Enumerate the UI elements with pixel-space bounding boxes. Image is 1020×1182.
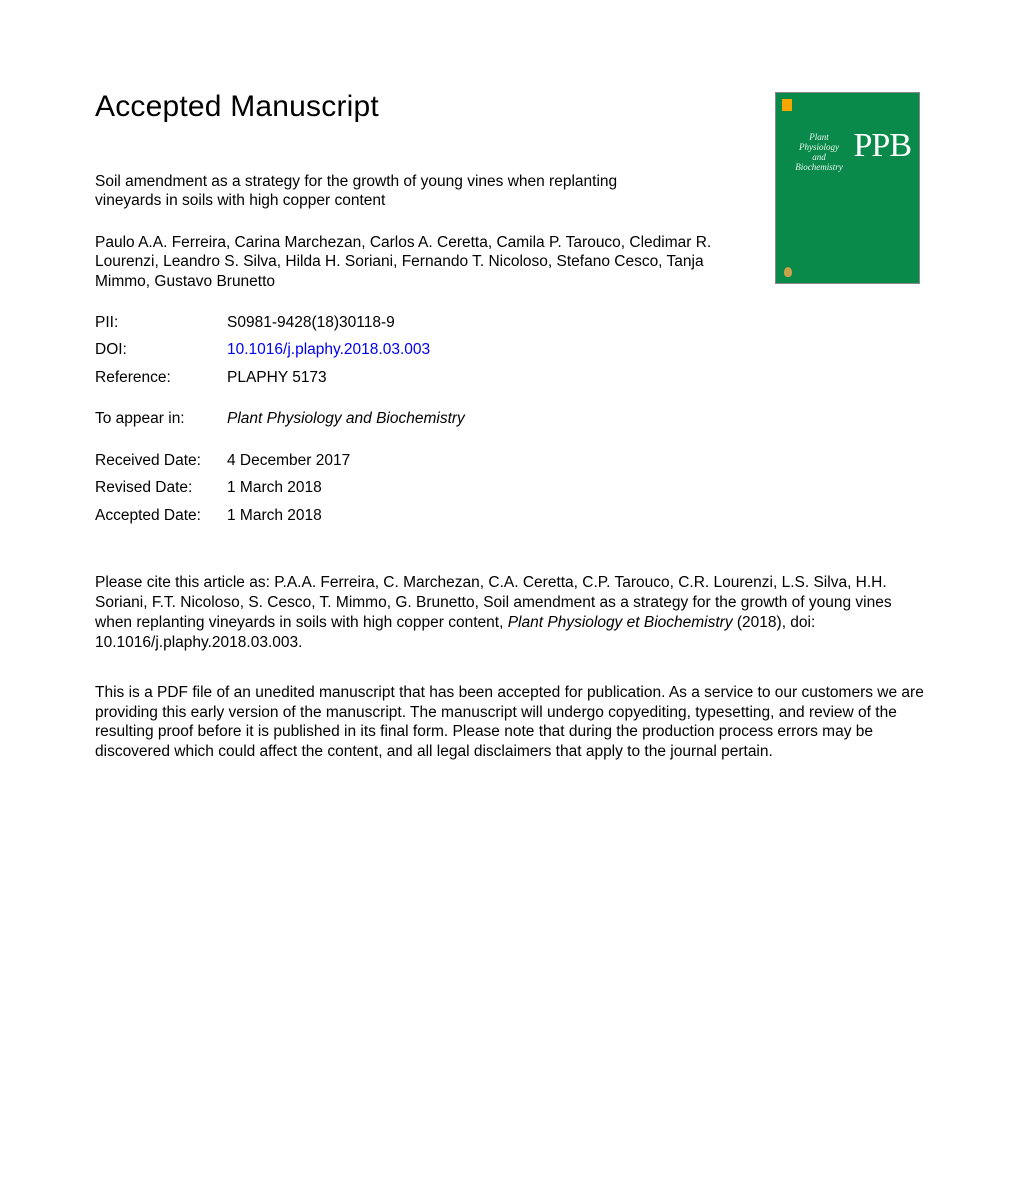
cover-abbrev: PPB	[854, 127, 912, 165]
doi-link[interactable]: 10.1016/j.plaphy.2018.03.003	[227, 341, 430, 358]
doi-label: DOI:	[95, 336, 227, 364]
citation-journal: Plant Physiology et Biochemistry	[508, 614, 733, 631]
article-title: Soil amendment as a strategy for the gro…	[95, 172, 675, 211]
revised-label: Revised Date:	[95, 474, 227, 502]
received-value: 4 December 2017	[227, 447, 465, 475]
article-authors: Paulo A.A. Ferreira, Carina Marchezan, C…	[95, 233, 735, 291]
pii-label: PII:	[95, 309, 227, 337]
accepted-value: 1 March 2018	[227, 502, 465, 530]
appear-label: To appear in:	[95, 405, 227, 433]
citation-paragraph: Please cite this article as: P.A.A. Ferr…	[95, 573, 925, 652]
disclaimer-paragraph: This is a PDF file of an unedited manusc…	[95, 683, 925, 762]
journal-cover-thumbnail: PlantPhysiologyandBiochemistry PPB	[775, 92, 920, 284]
received-label: Received Date:	[95, 447, 227, 475]
elsevier-logo-icon	[782, 99, 792, 111]
reference-value: PLAPHY 5173	[227, 364, 465, 392]
metadata-table: PII: S0981-9428(18)30118-9 DOI: 10.1016/…	[95, 309, 465, 530]
reference-label: Reference:	[95, 364, 227, 392]
accepted-label: Accepted Date:	[95, 502, 227, 530]
appear-value: Plant Physiology and Biochemistry	[227, 405, 465, 433]
cover-journal-title: PlantPhysiologyandBiochemistry	[790, 133, 848, 173]
pii-value: S0981-9428(18)30118-9	[227, 309, 465, 337]
revised-value: 1 March 2018	[227, 474, 465, 502]
elsevier-tree-icon	[782, 263, 794, 277]
